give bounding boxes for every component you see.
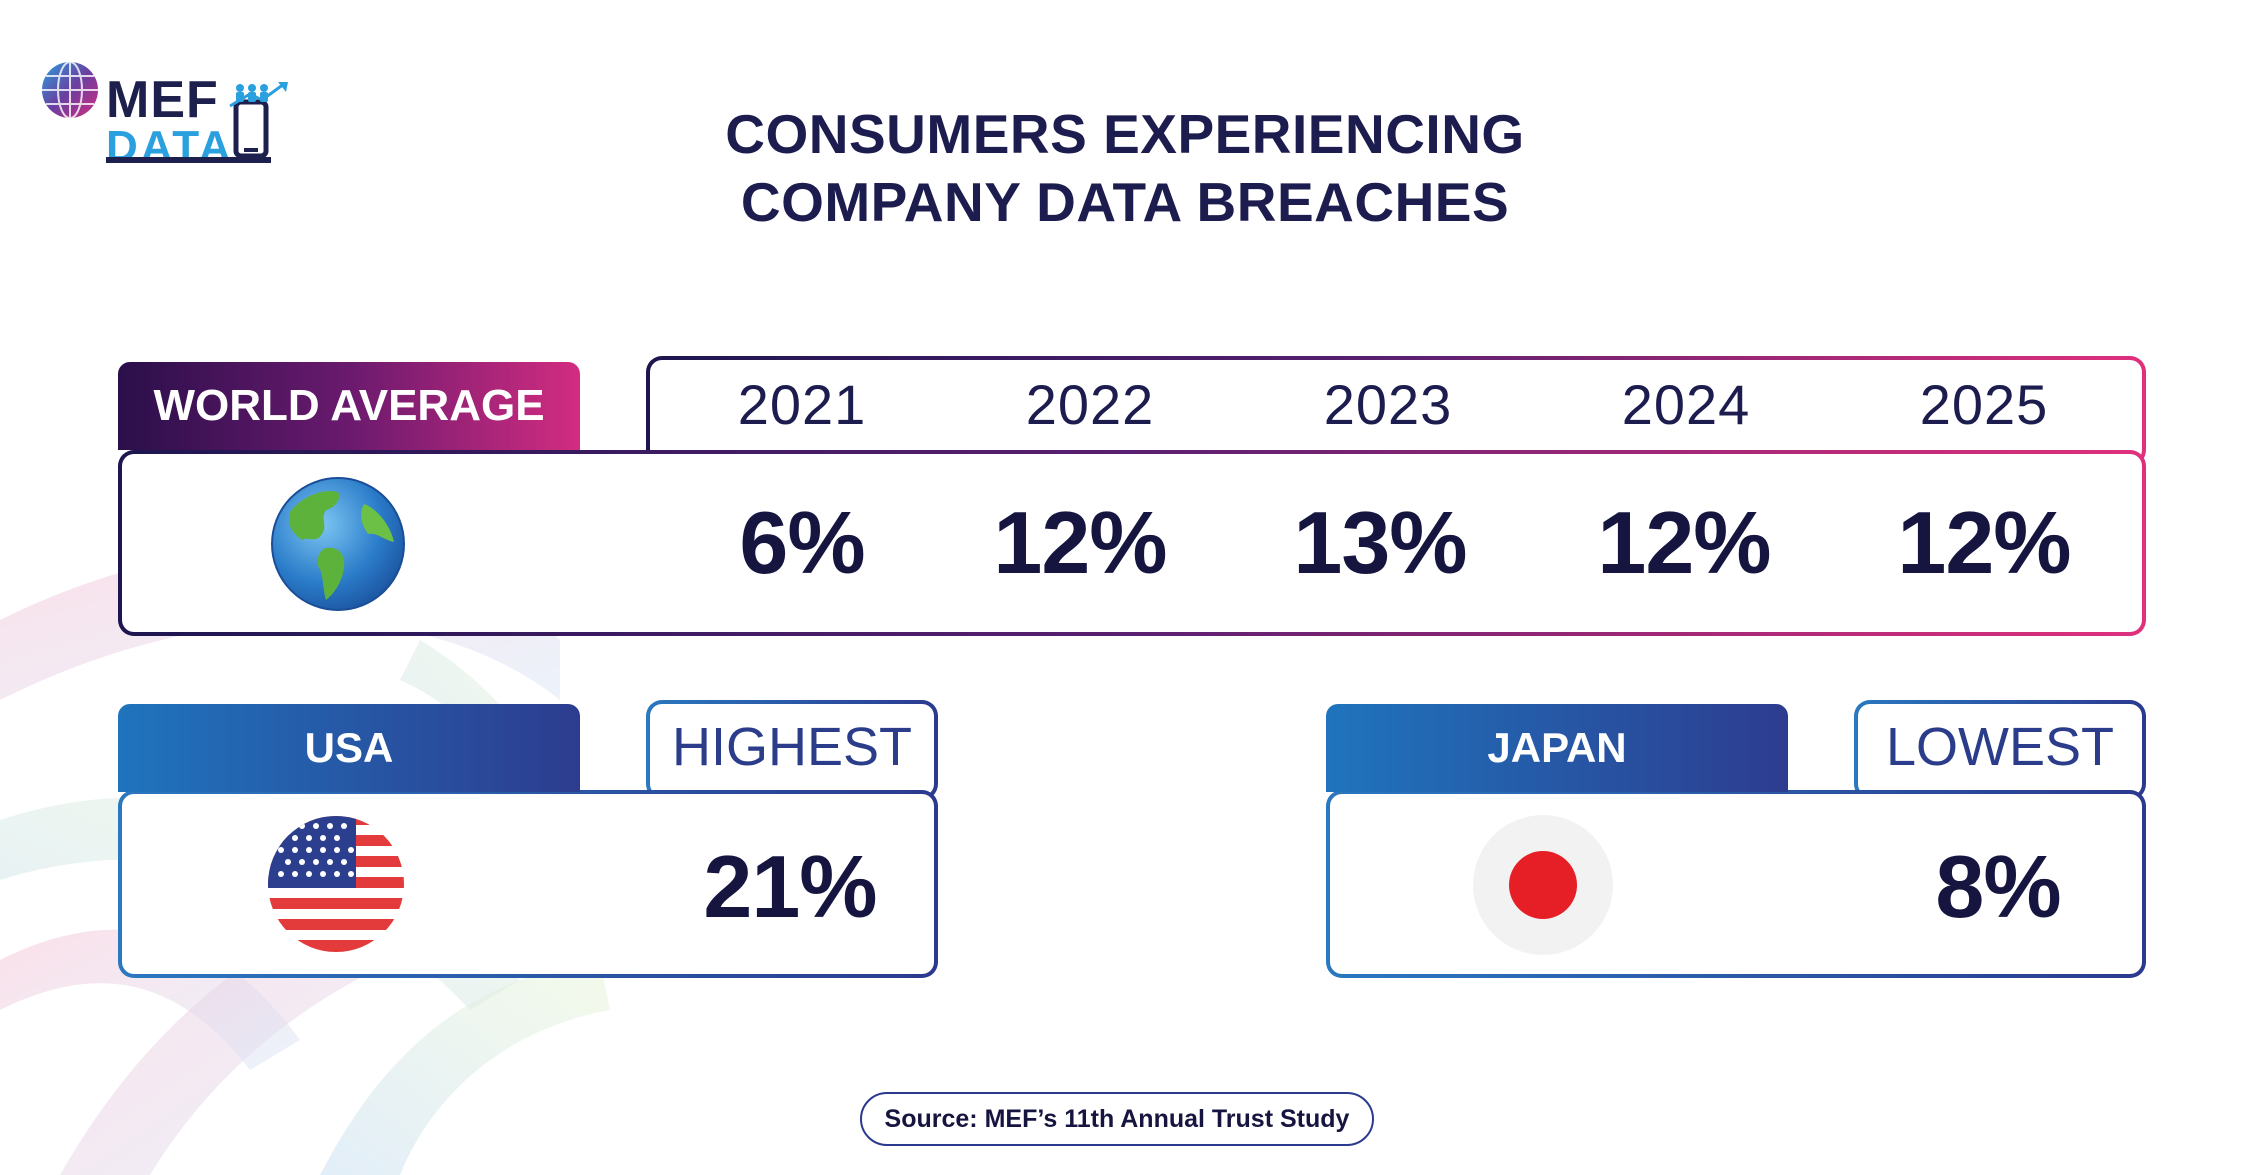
- usa-flag-icon: [268, 816, 404, 952]
- usa-value-box: [118, 790, 938, 978]
- world-value: 12%: [993, 493, 1167, 592]
- world-average-tab: WORLD AVERAGE: [118, 362, 580, 450]
- logo-phone-people-icon: [229, 82, 288, 159]
- logo-underline: [106, 157, 271, 163]
- lowest-tag-box: [1854, 700, 2146, 800]
- japan-value-box: [1326, 790, 2146, 978]
- year-label: 2023: [1323, 373, 1453, 436]
- title-line-2: COMPANY DATA BREACHES: [740, 171, 1510, 233]
- world-value: 12%: [1597, 493, 1771, 592]
- logo-globe-icon: [42, 61, 98, 119]
- highest-tag-box: [646, 700, 938, 800]
- year-label: 2025: [1919, 373, 2049, 436]
- year-label: 2022: [1025, 373, 1155, 436]
- years-header-box: [646, 356, 2146, 466]
- source-note: Source: MEF’s 11th Annual Trust Study: [860, 1092, 1374, 1146]
- year-label: 2021: [737, 373, 867, 436]
- world-value: 13%: [1293, 493, 1467, 592]
- lowest-label: LOWEST: [1885, 717, 2115, 777]
- world-value: 6%: [739, 493, 865, 592]
- japan-tab: JAPAN: [1326, 704, 1788, 792]
- usa-tab: USA: [118, 704, 580, 792]
- japan-flag-icon: [1473, 815, 1613, 955]
- title-line-1: CONSUMERS EXPERIENCING: [725, 103, 1525, 165]
- page-title: CONSUMERS EXPERIENCING COMPANY DATA BREA…: [0, 100, 2250, 236]
- highest-label: HIGHEST: [671, 717, 913, 777]
- globe-icon: [271, 477, 405, 611]
- logo-text-top: MEF: [106, 71, 219, 129]
- year-label: 2024: [1621, 373, 1751, 436]
- world-values-box: [118, 450, 2146, 636]
- mef-data-logo: MEF DATA: [36, 36, 316, 176]
- world-value: 12%: [1897, 493, 2071, 592]
- usa-value: 21%: [703, 837, 877, 936]
- japan-value: 8%: [1935, 837, 2061, 936]
